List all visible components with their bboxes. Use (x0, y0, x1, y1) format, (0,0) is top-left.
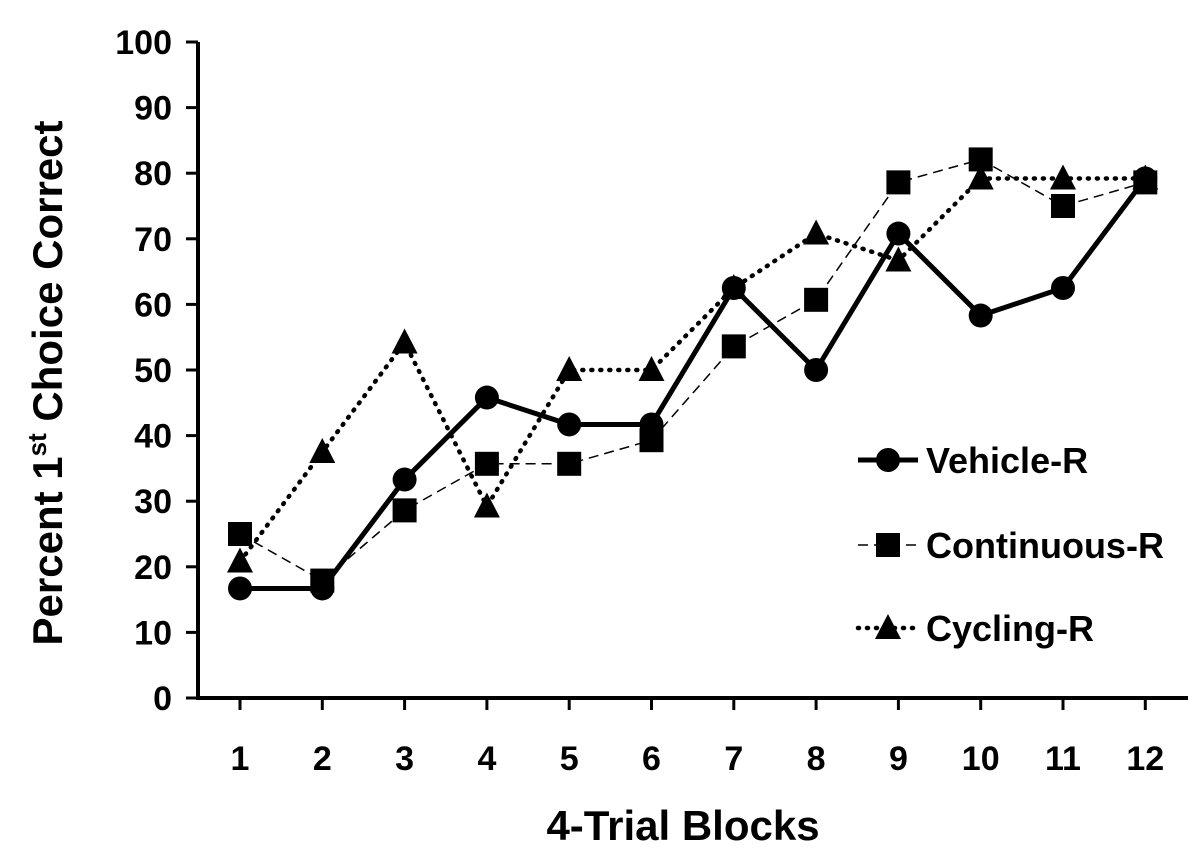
y-axis-title-main: Percent 1 (24, 456, 71, 645)
x-tick-label: 8 (807, 740, 826, 778)
x-tick-label: 11 (1045, 740, 1081, 778)
data-point-vehicle-r (721, 276, 746, 300)
data-point-cycling-r (556, 356, 583, 381)
y-tick-label: 50 (134, 352, 172, 390)
x-tick-label: 6 (642, 740, 661, 778)
svg-text:Percent 1st Choice Correct: Percent 1st Choice Correct (22, 121, 71, 646)
y-tick-label: 100 (115, 24, 172, 62)
x-tick-label: 4 (477, 740, 496, 778)
data-point-vehicle-r (1051, 276, 1075, 300)
x-tick-label: 10 (962, 740, 1000, 778)
series-layer (227, 147, 1159, 601)
y-tick-label: 60 (134, 286, 172, 324)
data-point-continuous-r (1051, 194, 1075, 218)
y-tick-label: 80 (134, 155, 172, 193)
data-point-vehicle-r (804, 358, 829, 382)
data-point-cycling-r (803, 219, 830, 245)
data-point-continuous-r (557, 451, 582, 476)
x-axis-title: 4-Trial Blocks (546, 802, 819, 849)
data-point-cycling-r (227, 547, 253, 573)
x-tick-label: 1 (231, 740, 250, 778)
y-tick-label: 0 (153, 680, 172, 718)
data-point-cycling-r (638, 356, 665, 381)
data-point-continuous-r (474, 451, 499, 476)
data-point-vehicle-r (474, 385, 499, 410)
legend-label: Vehicle-R (926, 440, 1088, 481)
data-point-vehicle-r (639, 412, 664, 437)
legend: Vehicle-R Continuous-R Cycling-R (855, 440, 1164, 649)
y-tick-label: 90 (134, 90, 172, 128)
data-point-vehicle-r (392, 467, 417, 492)
data-point-cycling-r (1050, 164, 1076, 190)
data-point-vehicle-r (968, 303, 993, 328)
legend-marker-cycling-r (875, 614, 901, 639)
data-point-cycling-r (391, 328, 418, 354)
x-tick-label: 7 (724, 740, 743, 778)
y-tick-label: 10 (134, 614, 172, 652)
y-axis-title-superscript: st (22, 433, 52, 456)
y-tick-label: 20 (134, 549, 172, 587)
legend-label: Cycling-R (926, 608, 1094, 649)
data-point-continuous-r (228, 522, 252, 546)
data-point-cycling-r (885, 246, 912, 272)
x-tick-label: 9 (889, 740, 908, 778)
x-tick-label: 12 (1126, 740, 1164, 778)
x-tick-label: 2 (313, 740, 332, 778)
y-axis-title-rest: Choice Correct (24, 121, 71, 434)
x-tick-label: 3 (395, 740, 414, 778)
y-axis-title: Percent 1st Choice Correct (22, 121, 71, 646)
data-point-cycling-r (473, 492, 500, 518)
data-point-vehicle-r (557, 412, 582, 437)
y-tick-label: 40 (134, 418, 172, 456)
series-line-continuous-r (239, 158, 1146, 582)
data-point-vehicle-r (1133, 166, 1158, 191)
series-line-vehicle-r (240, 176, 1148, 591)
data-point-continuous-r (392, 498, 417, 523)
data-point-cycling-r (967, 164, 994, 190)
legend-marker-continuous-r (876, 533, 900, 557)
x-tick-label: 5 (560, 740, 579, 778)
data-point-vehicle-r (886, 221, 911, 246)
y-tick-label: 70 (134, 221, 172, 259)
data-point-vehicle-r (228, 576, 252, 601)
series-line-cycling-r (237, 176, 1148, 564)
y-tick-label: 30 (134, 483, 172, 521)
data-point-vehicle-r (310, 576, 335, 601)
data-point-continuous-r (804, 287, 829, 312)
legend-label: Continuous-R (926, 525, 1164, 566)
legend-marker-vehicle-r (876, 448, 900, 472)
data-point-continuous-r (721, 334, 746, 359)
data-point-cycling-r (309, 438, 336, 463)
data-point-continuous-r (886, 170, 911, 195)
